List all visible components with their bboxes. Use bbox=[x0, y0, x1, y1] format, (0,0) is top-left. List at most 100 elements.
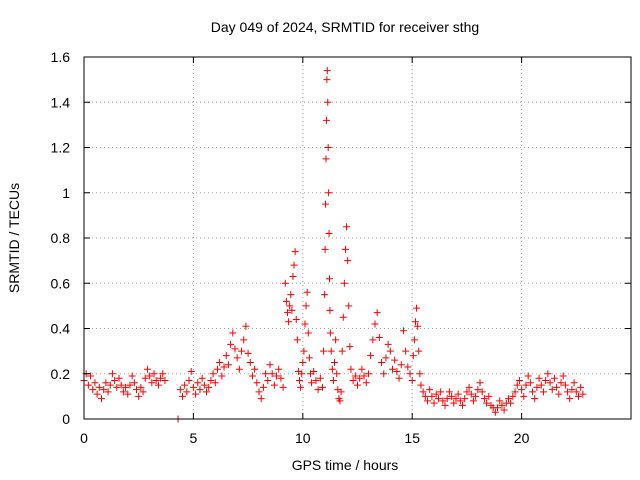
data-point bbox=[128, 372, 136, 380]
data-point bbox=[139, 388, 147, 396]
data-point bbox=[454, 390, 462, 398]
data-point bbox=[216, 358, 224, 366]
y-tick-label: 1.2 bbox=[51, 140, 71, 156]
data-point bbox=[432, 390, 440, 398]
data-point bbox=[511, 388, 519, 396]
data-point bbox=[574, 392, 582, 400]
data-point bbox=[93, 390, 101, 398]
data-point bbox=[291, 248, 299, 256]
data-point bbox=[416, 370, 424, 378]
data-point bbox=[373, 309, 381, 317]
data-point bbox=[213, 365, 221, 373]
data-point bbox=[187, 367, 195, 375]
data-point bbox=[218, 372, 226, 380]
data-point bbox=[178, 392, 186, 400]
data-point bbox=[308, 379, 316, 387]
data-point bbox=[157, 374, 165, 382]
data-point bbox=[434, 395, 442, 403]
data-point bbox=[323, 67, 331, 75]
data-point bbox=[572, 388, 580, 396]
data-point bbox=[529, 388, 537, 396]
data-point bbox=[340, 279, 348, 287]
data-point bbox=[137, 383, 145, 391]
data-point bbox=[115, 374, 123, 382]
data-point bbox=[397, 361, 405, 369]
data-point bbox=[119, 388, 127, 396]
data-point bbox=[478, 388, 486, 396]
data-point bbox=[235, 365, 243, 373]
data-point bbox=[189, 383, 197, 391]
data-point bbox=[345, 302, 353, 310]
data-point bbox=[413, 304, 421, 312]
data-point bbox=[248, 372, 256, 380]
data-point bbox=[509, 392, 517, 400]
data-point bbox=[424, 397, 432, 405]
data-point bbox=[133, 386, 141, 394]
data-point bbox=[305, 354, 313, 362]
data-point bbox=[498, 401, 506, 409]
data-point bbox=[222, 352, 230, 360]
data-point bbox=[445, 388, 453, 396]
data-point bbox=[395, 374, 403, 382]
data-point bbox=[491, 408, 499, 416]
x-tick-label: 5 bbox=[190, 430, 198, 446]
data-point bbox=[356, 374, 364, 382]
data-point bbox=[233, 354, 241, 362]
data-point bbox=[393, 367, 401, 375]
data-point bbox=[564, 388, 572, 396]
data-point bbox=[337, 388, 345, 396]
data-point bbox=[570, 379, 578, 387]
data-point bbox=[244, 349, 252, 357]
data-point bbox=[533, 383, 541, 391]
data-point bbox=[148, 379, 156, 387]
data-point bbox=[262, 370, 270, 378]
data-point bbox=[349, 377, 357, 385]
data-point bbox=[203, 388, 211, 396]
data-point bbox=[548, 386, 556, 394]
data-point bbox=[130, 379, 138, 387]
data-point bbox=[224, 361, 232, 369]
data-point bbox=[338, 347, 346, 355]
data-point bbox=[122, 383, 130, 391]
data-point bbox=[537, 381, 545, 389]
data-point bbox=[227, 340, 235, 348]
data-point bbox=[301, 320, 309, 328]
data-point bbox=[200, 381, 208, 389]
data-point bbox=[566, 395, 574, 403]
data-point bbox=[106, 381, 114, 389]
data-point bbox=[196, 386, 204, 394]
data-point bbox=[161, 377, 169, 385]
y-tick-label: 0.8 bbox=[51, 230, 71, 246]
data-point bbox=[426, 386, 434, 394]
data-point bbox=[285, 318, 293, 326]
data-point bbox=[411, 318, 419, 326]
data-point bbox=[287, 291, 295, 299]
data-point bbox=[95, 383, 103, 391]
data-point bbox=[542, 377, 550, 385]
data-point bbox=[325, 229, 333, 237]
data-point bbox=[113, 383, 121, 391]
data-point bbox=[322, 155, 330, 163]
data-point bbox=[290, 261, 298, 269]
data-point bbox=[298, 370, 306, 378]
data-point bbox=[154, 381, 162, 389]
data-point bbox=[410, 336, 418, 344]
data-point bbox=[326, 306, 334, 314]
data-point bbox=[246, 358, 254, 366]
y-tick-label: 0.6 bbox=[51, 275, 71, 291]
data-point bbox=[331, 358, 339, 366]
data-point bbox=[324, 98, 332, 106]
data-point bbox=[439, 397, 447, 405]
data-point bbox=[320, 347, 328, 355]
data-point bbox=[354, 381, 361, 389]
data-point bbox=[515, 377, 523, 385]
data-point bbox=[483, 399, 491, 407]
data-point bbox=[111, 377, 119, 385]
data-point bbox=[275, 365, 283, 373]
data-point bbox=[480, 395, 488, 403]
data-point bbox=[465, 383, 473, 391]
data-marks bbox=[80, 67, 587, 423]
data-point bbox=[240, 336, 248, 344]
data-point bbox=[312, 377, 320, 385]
data-point bbox=[316, 374, 324, 382]
